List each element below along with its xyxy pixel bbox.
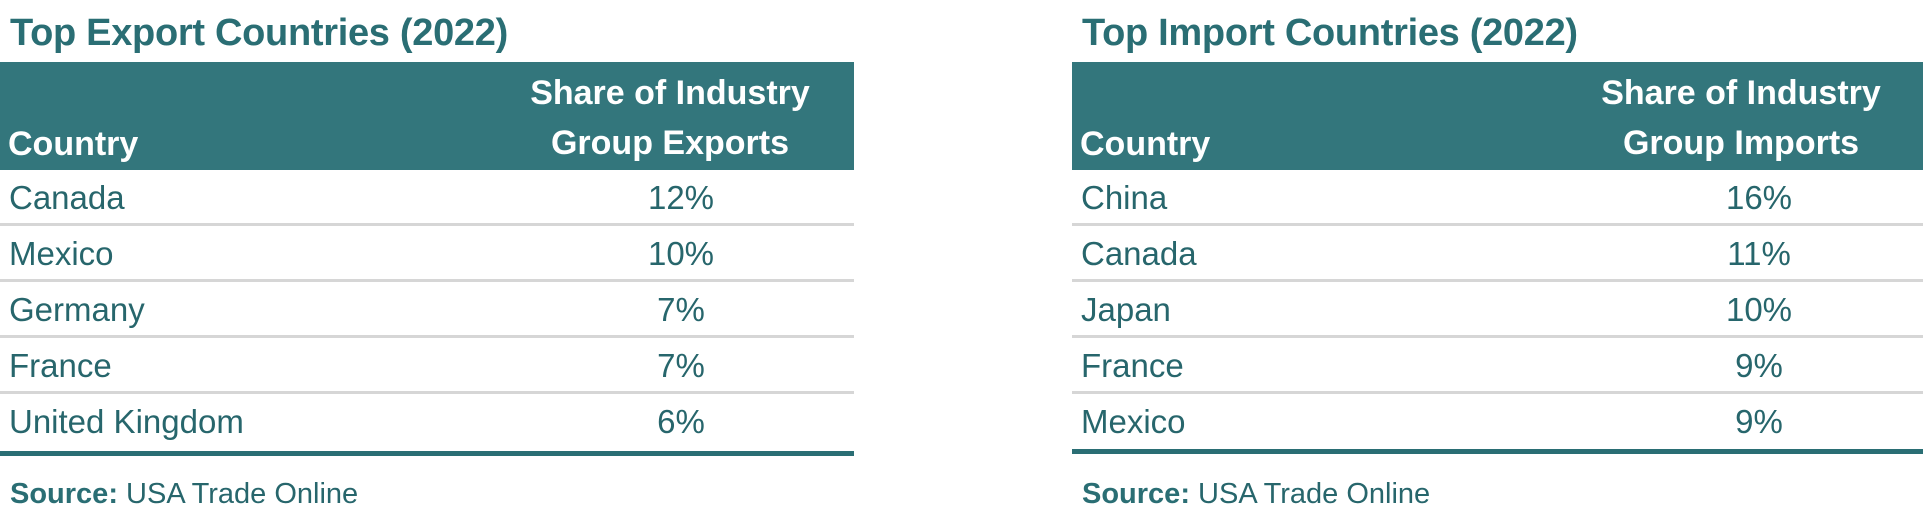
table-row: Mexico 10% <box>0 226 854 282</box>
table-row: France 7% <box>0 338 854 394</box>
import-table-title: Top Import Countries (2022) <box>1082 12 1578 54</box>
import-source-note: Source: USA Trade Online <box>1082 474 1430 514</box>
country-cell: China <box>1081 179 1168 216</box>
source-value: USA Trade Online <box>1198 478 1431 510</box>
source-label: Source: <box>10 478 118 510</box>
share-cell: 16% <box>1725 179 1793 216</box>
table-row: Germany 7% <box>0 282 854 338</box>
share-cell: 10% <box>1725 291 1793 328</box>
country-cell: Canada <box>9 179 125 216</box>
country-cell: Germany <box>9 291 145 328</box>
export-countries-table: Country Share of Industry Group Exports … <box>0 62 854 456</box>
country-cell: France <box>1081 347 1184 384</box>
table-row: France 9% <box>1072 338 1923 394</box>
share-cell: 9% <box>1735 403 1783 440</box>
table-row: Canada 12% <box>0 170 854 226</box>
column-header-share-line1: Share of Industry <box>530 74 810 112</box>
column-header-country: Country <box>1080 125 1211 163</box>
export-table-header: Country Share of Industry Group Exports <box>0 62 854 170</box>
share-cell: 6% <box>657 403 705 440</box>
source-label: Source: <box>1082 478 1190 510</box>
country-cell: Mexico <box>1081 403 1186 440</box>
country-cell: France <box>9 347 112 384</box>
country-cell: Mexico <box>9 235 114 272</box>
table-row: Japan 10% <box>1072 282 1923 338</box>
table-row: China 16% <box>1072 170 1923 226</box>
import-table-body: China 16% Canada 11% Japan 10% France 9%… <box>1072 170 1923 454</box>
share-cell: 12% <box>647 179 715 216</box>
export-table-body: Canada 12% Mexico 10% Germany 7% France … <box>0 170 854 456</box>
share-cell: 9% <box>1735 347 1783 384</box>
country-cell: Japan <box>1081 291 1171 328</box>
import-table-header: Country Share of Industry Group Imports <box>1072 62 1923 170</box>
column-header-share: Share of Industry Group Exports <box>500 68 840 168</box>
table-row: United Kingdom 6% <box>0 394 854 450</box>
column-header-share-line2: Group Exports <box>550 124 790 162</box>
table-row: Canada 11% <box>1072 226 1923 282</box>
share-cell: 11% <box>1727 235 1791 272</box>
share-cell: 7% <box>657 291 705 328</box>
export-table-title: Top Export Countries (2022) <box>10 12 508 54</box>
column-header-share-line2: Group Imports <box>1622 124 1860 162</box>
column-header-share: Share of Industry Group Imports <box>1571 68 1911 168</box>
share-cell: 10% <box>647 235 715 272</box>
source-value: USA Trade Online <box>126 478 359 510</box>
column-header-share-line1: Share of Industry <box>1601 74 1881 112</box>
export-source-note: Source: USA Trade Online <box>10 474 358 514</box>
country-cell: Canada <box>1081 235 1197 272</box>
share-cell: 7% <box>657 347 705 384</box>
import-countries-table: Country Share of Industry Group Imports … <box>1072 62 1923 454</box>
country-cell: United Kingdom <box>9 403 244 440</box>
column-header-country: Country <box>8 125 139 163</box>
table-row: Mexico 9% <box>1072 394 1923 450</box>
